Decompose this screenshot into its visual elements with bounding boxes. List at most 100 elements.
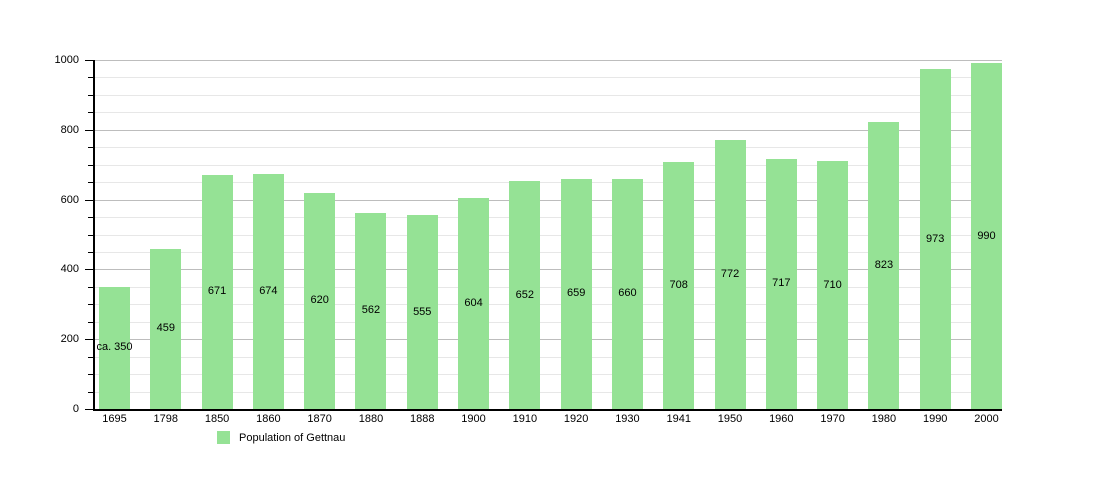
bar-1960: 717 (765, 158, 797, 409)
bar-1941: 708 (663, 161, 695, 409)
major-gridline-200 (95, 339, 1002, 341)
x-tick-label-1920: 1920 (563, 413, 589, 425)
minor-gridline-250 (95, 321, 1002, 323)
bar-1695: ca. 350 (96, 286, 133, 409)
x-tick-label-1970: 1970 (820, 413, 845, 425)
bar-value-label: 555 (413, 305, 432, 318)
x-tick-label-1930: 1930 (615, 413, 640, 425)
minor-gridline-300 (95, 304, 1002, 306)
x-axis-line (93, 409, 1002, 411)
major-gridline-1000 (95, 60, 1002, 61)
x-tick-label-1880: 1880 (358, 413, 384, 425)
y-tick-450 (88, 251, 93, 253)
bar-value-label: 659 (566, 287, 586, 300)
minor-gridline-150 (95, 356, 1002, 358)
bar-value-label: 671 (207, 285, 227, 298)
bar-1860: 674 (252, 173, 284, 409)
y-tick-label-1000: 1000 (54, 54, 79, 66)
y-tick-750 (88, 147, 93, 149)
bar-value-label: 973 (926, 232, 945, 245)
major-gridline-600 (95, 199, 1002, 201)
y-tick-50 (88, 391, 93, 393)
minor-gridline-350 (95, 286, 1002, 288)
y-tick-label-800: 800 (60, 123, 79, 136)
y-tick-550 (88, 217, 93, 219)
y-tick-600 (85, 199, 93, 201)
y-tick-350 (88, 286, 93, 288)
plot-area: ca. 350 459 671 674 620 562 555 604 652 659 660 708… (93, 60, 1002, 411)
y-tick-500 (88, 234, 93, 236)
bar-1970: 710 (817, 161, 849, 409)
bar-value-label: 990 (977, 229, 996, 242)
bar-1950: 772 (714, 139, 746, 409)
minor-gridline-450 (95, 251, 1002, 253)
x-tick-label-1910: 1910 (512, 413, 538, 425)
minor-gridline-750 (95, 147, 1002, 149)
major-gridline-400 (95, 269, 1002, 271)
bar-1850: 671 (201, 174, 233, 409)
bar-value-label: 604 (464, 297, 483, 310)
x-tick-label-1941: 1941 (666, 413, 691, 425)
y-tick-label-400: 400 (60, 263, 79, 276)
legend-swatch (217, 431, 230, 444)
y-tick-950 (88, 77, 93, 79)
x-tick-label-1850: 1850 (204, 413, 230, 425)
x-tick-label-1980: 1980 (871, 413, 897, 425)
bar-value-label: ca. 350 (96, 341, 133, 354)
bar-value-label: 708 (669, 278, 688, 291)
y-tick-150 (88, 356, 93, 358)
minor-gridline-650 (95, 182, 1002, 184)
y-tick-850 (88, 112, 93, 114)
minor-gridline-900 (95, 94, 1002, 96)
minor-gridline-950 (95, 77, 1002, 79)
y-tick-650 (88, 182, 93, 184)
major-gridline-800 (95, 129, 1002, 131)
x-tick-label-1900: 1900 (461, 413, 486, 425)
x-tick-label-1888: 1888 (410, 413, 435, 425)
y-axis-line (93, 60, 95, 411)
y-tick-250 (88, 321, 93, 323)
bar-2000: 990 (971, 63, 1002, 409)
minor-gridline-50 (95, 391, 1002, 393)
legend-label: Population of Gettnau (239, 431, 346, 444)
bar-1910: 652 (509, 181, 541, 409)
minor-gridline-550 (95, 217, 1002, 219)
bar-value-label: 620 (310, 294, 329, 307)
bar-1880: 562 (355, 212, 387, 409)
y-tick-100 (88, 374, 93, 376)
x-tick-label-1990: 1990 (922, 413, 948, 425)
bar-1888: 555 (406, 215, 438, 409)
minor-gridline-500 (95, 234, 1002, 236)
bar-value-label: 823 (874, 258, 894, 271)
y-tick-label-0: 0 (72, 403, 79, 415)
x-tick-label-1798: 1798 (153, 413, 179, 425)
x-tick-label-1870: 1870 (307, 413, 332, 425)
legend: Population of Gettnau (217, 431, 345, 444)
x-tick-label-2000: 2000 (974, 413, 999, 425)
bar-1920: 659 (560, 179, 592, 409)
bar-value-label: 652 (515, 288, 535, 301)
y-tick-900 (88, 94, 93, 96)
bar-1990: 973 (919, 69, 951, 409)
bar-1980: 823 (868, 121, 900, 409)
x-tick-label-1695: 1695 (102, 413, 127, 425)
bar-value-label: 459 (156, 322, 175, 335)
minor-gridline-850 (95, 112, 1002, 114)
bar-value-label: 674 (259, 284, 278, 297)
y-tick-label-200: 200 (60, 333, 79, 346)
x-tick-label-1960: 1960 (769, 413, 794, 425)
bar-value-label: 772 (720, 267, 740, 280)
y-tick-1000 (85, 60, 93, 61)
bar-1930: 660 (611, 178, 643, 409)
bar-value-label: 660 (618, 287, 637, 300)
x-tick-label-1860: 1860 (256, 413, 281, 425)
y-tick-300 (88, 304, 93, 306)
minor-gridline-700 (95, 164, 1002, 166)
y-tick-label-600: 600 (60, 193, 79, 206)
bar-value-label: 710 (823, 278, 842, 291)
y-tick-200 (85, 339, 93, 341)
bar-1870: 620 (304, 192, 336, 409)
x-tick-label-1950: 1950 (717, 413, 743, 425)
y-tick-400 (85, 269, 93, 271)
